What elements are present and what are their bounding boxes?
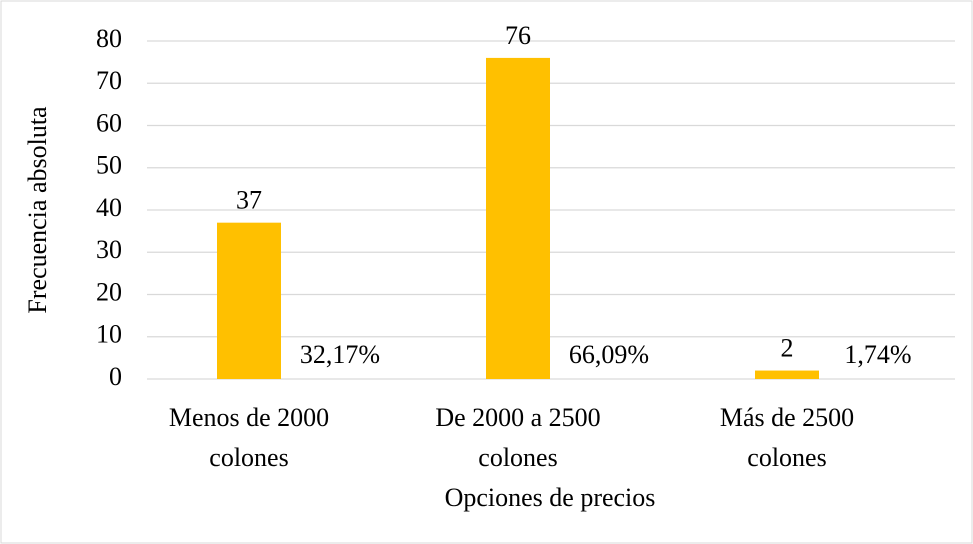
annotation: 66,09% bbox=[569, 340, 649, 369]
data-label: 37 bbox=[236, 186, 262, 215]
y-tick-label: 40 bbox=[96, 193, 122, 222]
x-tick-label: Menos de 2000 colones bbox=[168, 403, 330, 472]
y-tick-label: 10 bbox=[96, 320, 122, 349]
bar bbox=[217, 222, 281, 379]
y-tick-label: 0 bbox=[109, 362, 122, 391]
y-tick-label: 20 bbox=[96, 277, 122, 306]
x-tick-label: Más de 2500 colones bbox=[719, 403, 855, 472]
data-label: 2 bbox=[781, 334, 794, 363]
y-tick-label: 60 bbox=[96, 108, 122, 137]
x-axis-title: Opciones de precios bbox=[445, 483, 656, 512]
y-axis-title: Frecuencia absoluta bbox=[23, 106, 52, 314]
bar bbox=[486, 57, 550, 380]
y-tick-label: 80 bbox=[96, 24, 122, 53]
annotation: 1,74% bbox=[844, 340, 911, 369]
x-tick-label: De 2000 a 2500 colones bbox=[435, 403, 601, 472]
y-tick-label: 70 bbox=[96, 66, 122, 95]
annotation: 32,17% bbox=[300, 340, 380, 369]
data-label: 76 bbox=[505, 21, 531, 50]
y-tick-label: 30 bbox=[96, 235, 122, 264]
y-tick-label: 50 bbox=[96, 151, 122, 180]
bar bbox=[755, 370, 819, 379]
